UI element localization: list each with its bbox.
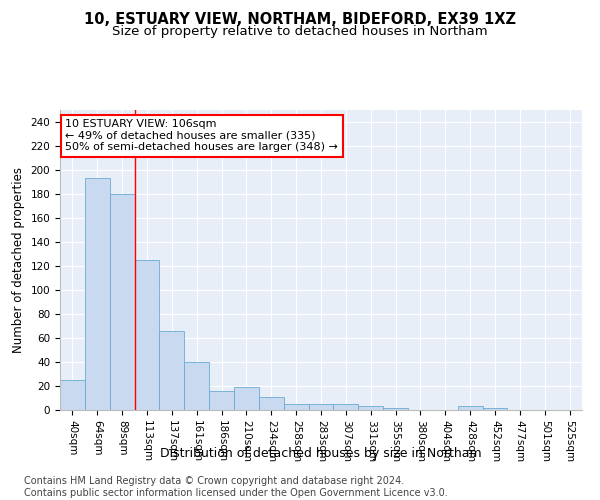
Bar bbox=[259, 397, 284, 410]
Bar bbox=[110, 194, 134, 410]
Bar bbox=[234, 387, 259, 410]
Bar bbox=[284, 404, 308, 410]
Bar bbox=[334, 404, 358, 410]
Bar bbox=[85, 178, 110, 410]
Text: Size of property relative to detached houses in Northam: Size of property relative to detached ho… bbox=[112, 25, 488, 38]
Bar bbox=[184, 362, 209, 410]
Text: Contains HM Land Registry data © Crown copyright and database right 2024.
Contai: Contains HM Land Registry data © Crown c… bbox=[24, 476, 448, 498]
Bar bbox=[458, 406, 482, 410]
Bar bbox=[60, 380, 85, 410]
Bar bbox=[134, 260, 160, 410]
Text: 10 ESTUARY VIEW: 106sqm
← 49% of detached houses are smaller (335)
50% of semi-d: 10 ESTUARY VIEW: 106sqm ← 49% of detache… bbox=[65, 119, 338, 152]
Bar bbox=[482, 408, 508, 410]
Text: 10, ESTUARY VIEW, NORTHAM, BIDEFORD, EX39 1XZ: 10, ESTUARY VIEW, NORTHAM, BIDEFORD, EX3… bbox=[84, 12, 516, 28]
Y-axis label: Number of detached properties: Number of detached properties bbox=[12, 167, 25, 353]
Bar bbox=[209, 391, 234, 410]
Bar bbox=[308, 404, 334, 410]
Bar bbox=[160, 331, 184, 410]
Text: Distribution of detached houses by size in Northam: Distribution of detached houses by size … bbox=[160, 448, 482, 460]
Bar bbox=[383, 408, 408, 410]
Bar bbox=[358, 406, 383, 410]
